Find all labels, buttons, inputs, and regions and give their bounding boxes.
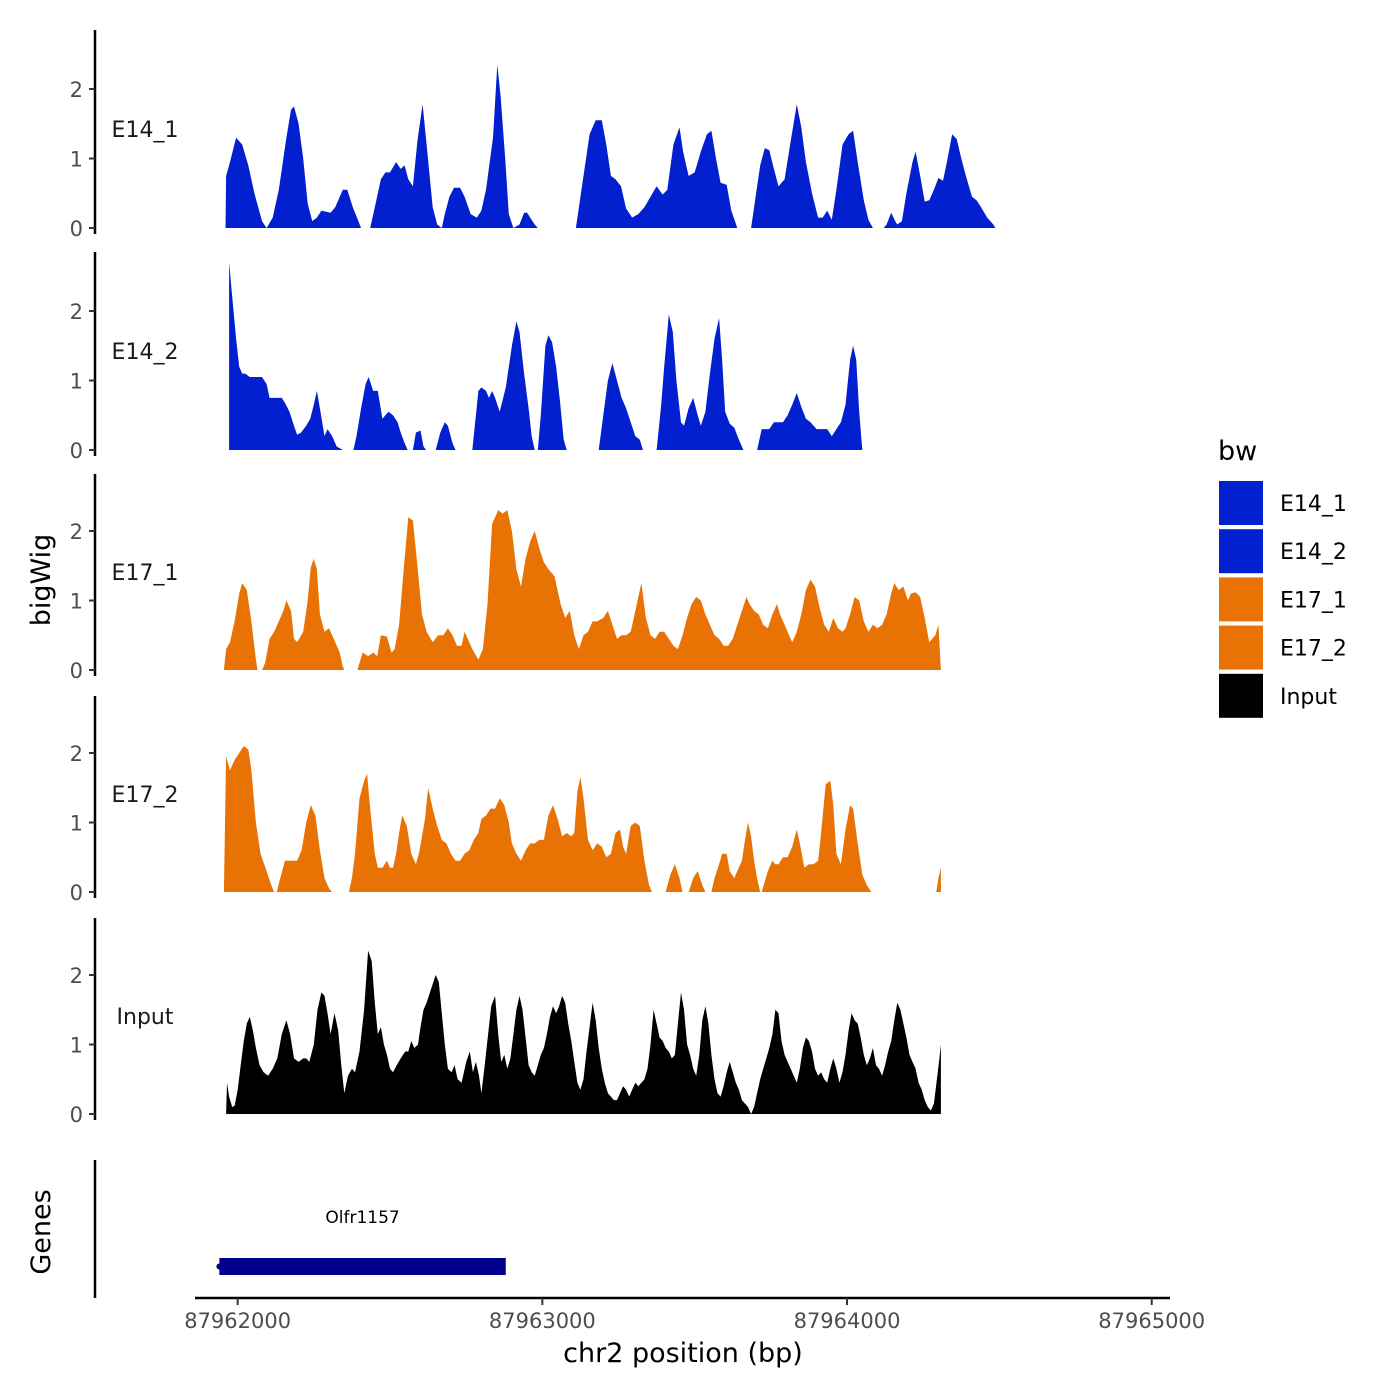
legend-swatch-e17-1 [1217, 575, 1265, 624]
signal-area-e17-2 [223, 746, 941, 892]
y-tick-label: 1 [70, 148, 83, 172]
gene-label: Olfr1157 [325, 1208, 399, 1228]
y-tick-label: 1 [70, 812, 83, 836]
y-tick-label: 0 [70, 881, 83, 905]
signal-area-e14-1 [225, 64, 996, 228]
track-label: E17_2 [112, 783, 179, 808]
x-tick-label: 87962000 [184, 1309, 291, 1333]
y-tick-label: 1 [70, 370, 83, 394]
gene-track-title: Genes [26, 1189, 57, 1274]
legend-title: bw [1218, 436, 1257, 467]
x-axis-title: chr2 position (bp) [563, 1338, 803, 1369]
legend-swatch-e14-1 [1217, 479, 1265, 527]
y-tick-label: 2 [70, 964, 83, 988]
track-input: 0 1 2 Input [70, 918, 941, 1127]
track-e17-1: 0 1 2 E17_1 [70, 474, 941, 683]
track-label: Input [117, 1005, 174, 1030]
y-tick-label: 2 [70, 520, 83, 544]
track-label: E14_2 [112, 340, 179, 365]
signal-tracks: 0 1 2 E14_1 0 1 2 E14_2 0 1 2 E17_1 0 1 2 E17_2 0 1 2 Input [70, 30, 996, 1127]
gene-track: Olfr1157 [93, 1160, 506, 1298]
signal-area-e14-2 [229, 262, 863, 450]
x-tick-label: 87963000 [489, 1309, 596, 1333]
y-tick-label: 0 [70, 217, 83, 241]
y-tick-label: 0 [70, 439, 83, 463]
legend-label: Input [1280, 685, 1337, 710]
legend: bw E14_1 E14_2 E17_1 E17_2 Input [1217, 436, 1347, 720]
x-tick-label: 87964000 [794, 1309, 901, 1333]
y-tick-label: 0 [70, 1103, 83, 1127]
y-tick-label: 0 [70, 659, 83, 683]
gene-body [219, 1258, 506, 1275]
signal-area-input [226, 950, 941, 1114]
x-tick-label: 87965000 [1098, 1309, 1205, 1333]
x-axis: 87962000 87963000 87964000 87965000 [184, 1296, 1205, 1333]
track-e14-2: 0 1 2 E14_2 [70, 252, 863, 463]
signal-area-e17-1 [223, 510, 941, 670]
legend-label: E14_2 [1280, 540, 1347, 565]
legend-label: E14_1 [1280, 492, 1347, 517]
track-e17-2: 0 1 2 E17_2 [70, 696, 941, 905]
gene-strand-marker [216, 1263, 223, 1270]
legend-swatch-input [1217, 671, 1265, 720]
y-tick-label: 2 [70, 78, 83, 102]
y-axis-title: bigWig [26, 534, 57, 627]
legend-swatch-e17-2 [1217, 623, 1265, 672]
track-e14-1: 0 1 2 E14_1 [70, 30, 996, 241]
legend-label: E17_2 [1280, 637, 1347, 662]
track-label: E14_1 [112, 118, 179, 143]
y-tick-label: 1 [70, 1034, 83, 1058]
track-label: E17_1 [112, 561, 179, 586]
legend-swatch-e14-2 [1217, 527, 1265, 576]
y-tick-label: 2 [70, 742, 83, 766]
legend-label: E17_1 [1280, 588, 1347, 613]
y-tick-label: 2 [70, 300, 83, 324]
y-tick-label: 1 [70, 590, 83, 614]
